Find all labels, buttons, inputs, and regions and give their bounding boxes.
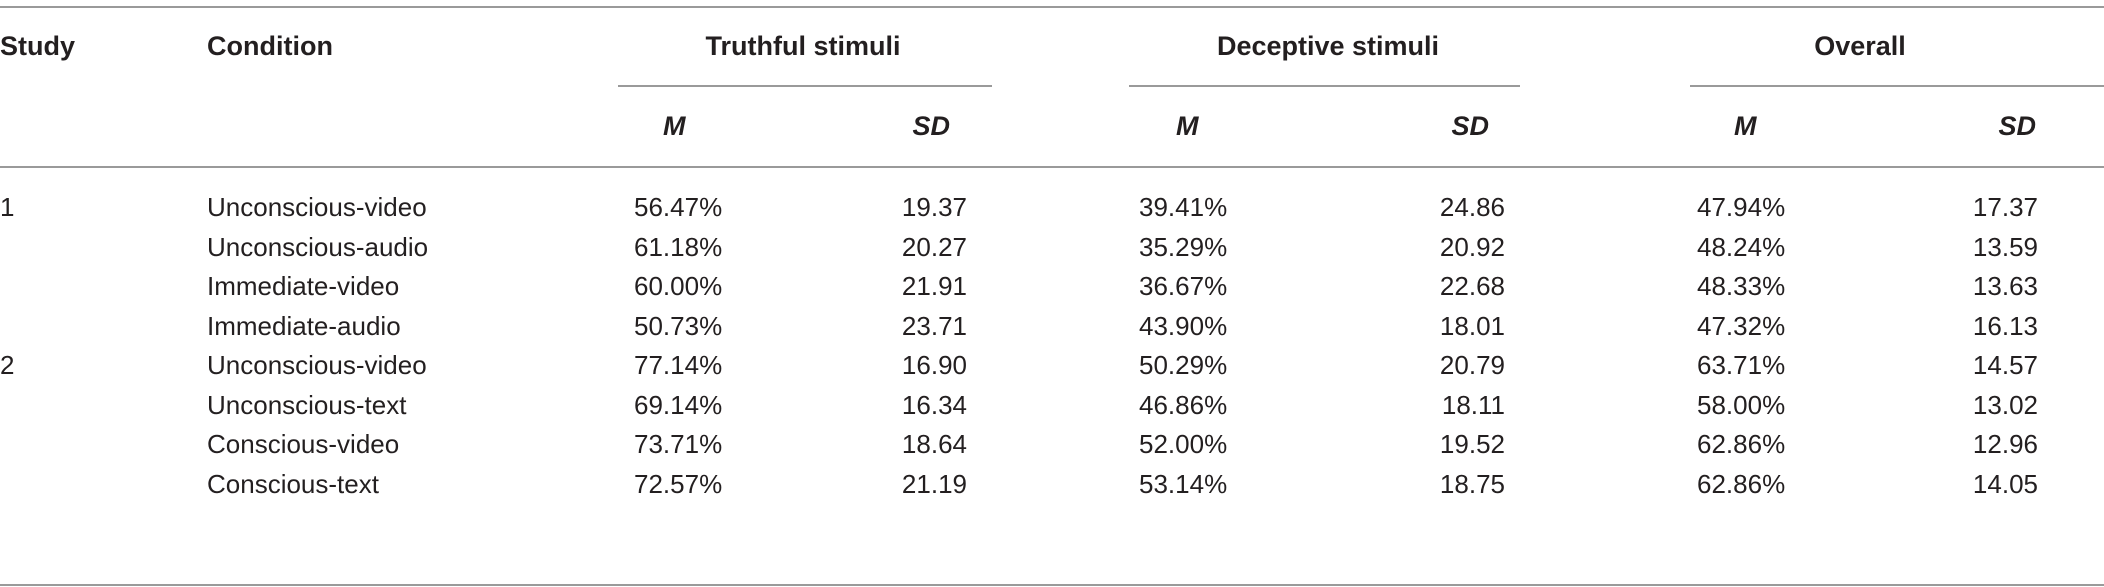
cell-overall-sd: 14.05 — [1972, 469, 2038, 499]
cell-deceptive-m: 36.67% — [1139, 271, 1228, 301]
cell-deceptive-sd: 22.68 — [1439, 271, 1505, 301]
cell-overall-m: 48.24% — [1697, 232, 1786, 262]
cell-overall-sd: 16.13 — [1972, 311, 2038, 341]
subheader-deceptive-sd: SD — [1451, 111, 1489, 141]
cell-deceptive-m: 52.00% — [1139, 429, 1228, 459]
header-rule — [0, 166, 2104, 168]
cell-overall-m: 47.94% — [1697, 192, 1786, 222]
cell-condition: Unconscious-audio — [207, 232, 429, 262]
cell-truthful-m: 77.14% — [634, 350, 723, 380]
cell-deceptive-sd: 18.11 — [1441, 390, 1505, 420]
cell-condition: Immediate-video — [207, 271, 400, 301]
cell-deceptive-m: 35.29% — [1139, 232, 1228, 262]
cell-truthful-sd: 16.90 — [901, 350, 967, 380]
top-rule — [0, 6, 2104, 8]
deceptive-group-rule — [1129, 85, 1520, 87]
cell-truthful-m: 61.18% — [634, 232, 723, 262]
header-overall: Overall — [1814, 31, 1906, 61]
truthful-group-rule — [618, 85, 992, 87]
cell-overall-sd: 14.57 — [1972, 350, 2038, 380]
overall-group-rule — [1690, 85, 2104, 87]
subheader-truthful-m: M — [663, 111, 686, 141]
cell-deceptive-sd: 20.92 — [1439, 232, 1505, 262]
cell-truthful-m: 50.73% — [634, 311, 723, 341]
cell-deceptive-m: 43.90% — [1139, 311, 1228, 341]
header-study: Study — [0, 31, 76, 61]
cell-truthful-sd: 21.91 — [901, 271, 967, 301]
cell-study: 2 — [0, 350, 15, 380]
cell-truthful-sd: 21.19 — [901, 469, 967, 499]
subheader-overall-sd: SD — [1998, 111, 2036, 141]
cell-overall-sd: 17.37 — [1972, 192, 2038, 222]
subheader-overall-m: M — [1734, 111, 1757, 141]
cell-truthful-m: 60.00% — [634, 271, 723, 301]
cell-truthful-m: 69.14% — [634, 390, 723, 420]
cell-overall-m: 47.32% — [1697, 311, 1786, 341]
cell-truthful-m: 56.47% — [634, 192, 723, 222]
cell-truthful-sd: 18.64 — [901, 429, 967, 459]
cell-condition: Unconscious-video — [207, 192, 427, 222]
cell-overall-sd: 13.02 — [1972, 390, 2038, 420]
cell-overall-sd: 13.59 — [1972, 232, 2038, 262]
bottom-rule — [0, 584, 2104, 586]
cell-truthful-m: 73.71% — [634, 429, 723, 459]
cell-deceptive-m: 39.41% — [1139, 192, 1228, 222]
cell-truthful-sd: 19.37 — [901, 192, 967, 222]
cell-condition: Unconscious-video — [207, 350, 427, 380]
cell-overall-sd: 12.96 — [1972, 429, 2038, 459]
cell-overall-m: 48.33% — [1697, 271, 1786, 301]
cell-deceptive-m: 50.29% — [1139, 350, 1228, 380]
cell-overall-m: 62.86% — [1697, 469, 1786, 499]
header-condition: Condition — [207, 31, 333, 61]
cell-overall-sd: 13.63 — [1972, 271, 2038, 301]
header-truthful-stimuli: Truthful stimuli — [705, 31, 901, 61]
cell-truthful-m: 72.57% — [634, 469, 723, 499]
cell-overall-m: 63.71% — [1697, 350, 1786, 380]
subheader-truthful-sd: SD — [912, 111, 950, 141]
cell-deceptive-sd: 20.79 — [1439, 350, 1505, 380]
cell-deceptive-m: 46.86% — [1139, 390, 1228, 420]
cell-truthful-sd: 16.34 — [901, 390, 967, 420]
cell-condition: Immediate-audio — [207, 311, 401, 341]
cell-overall-m: 62.86% — [1697, 429, 1786, 459]
cell-condition: Unconscious-text — [207, 390, 407, 420]
cell-deceptive-m: 53.14% — [1139, 469, 1228, 499]
subheader-deceptive-m: M — [1176, 111, 1199, 141]
cell-study: 1 — [0, 192, 15, 222]
cell-overall-m: 58.00% — [1697, 390, 1786, 420]
cell-deceptive-sd: 24.86 — [1439, 192, 1505, 222]
cell-deceptive-sd: 18.01 — [1439, 311, 1505, 341]
cell-truthful-sd: 23.71 — [901, 311, 967, 341]
cell-truthful-sd: 20.27 — [901, 232, 967, 262]
header-deceptive-stimuli: Deceptive stimuli — [1216, 31, 1440, 61]
cell-deceptive-sd: 19.52 — [1439, 429, 1505, 459]
cell-condition: Conscious-video — [207, 429, 400, 459]
cell-condition: Conscious-text — [207, 469, 379, 499]
cell-deceptive-sd: 18.75 — [1439, 469, 1505, 499]
